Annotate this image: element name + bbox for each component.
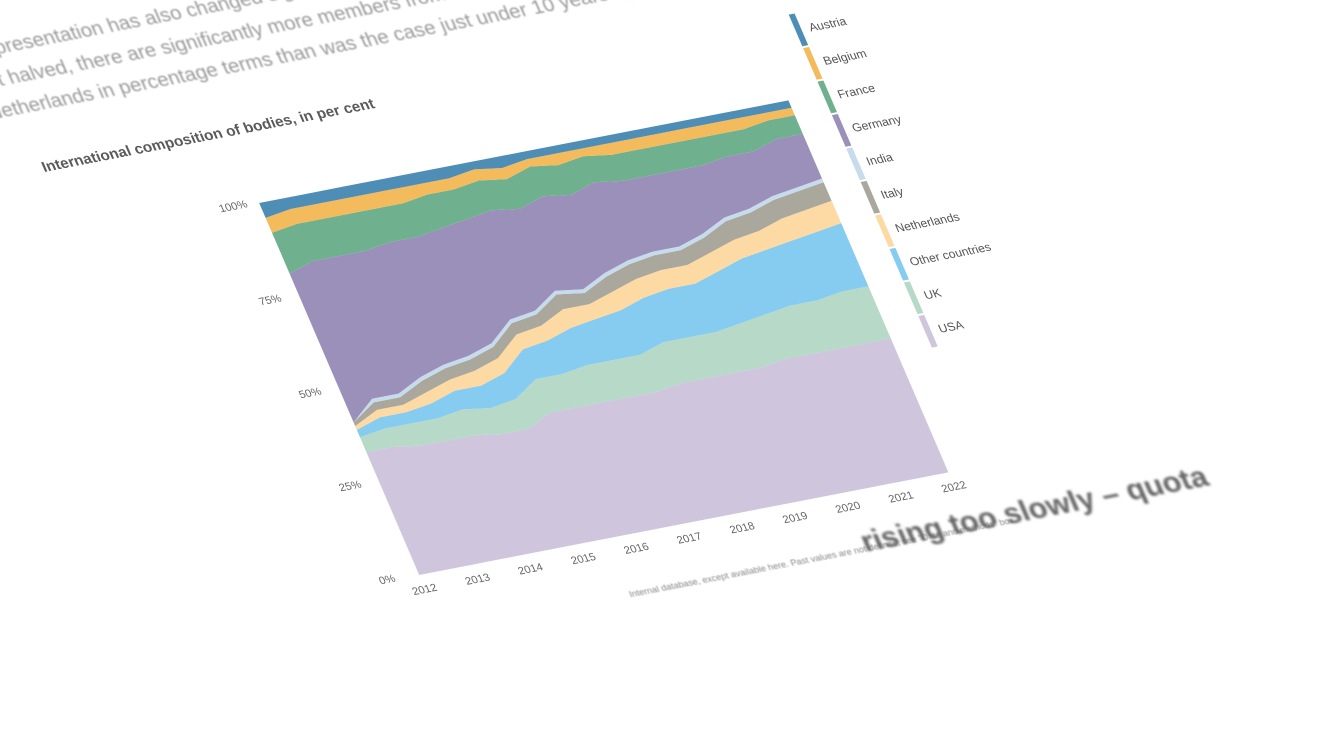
legend-label: Netherlands (892, 209, 962, 236)
stacked-area-chart (259, 100, 949, 575)
legend-label: USA (936, 317, 966, 336)
legend-label: India (864, 150, 896, 169)
area-italy (353, 182, 832, 427)
legend-label: Italy (878, 184, 906, 202)
legend-label: France (835, 81, 878, 102)
legend-label: Germany (849, 112, 904, 135)
area-other-countries (356, 223, 869, 438)
area-germany (289, 133, 822, 423)
legend-label: Austria (806, 14, 849, 35)
area-netherlands (355, 200, 842, 430)
legend-label: Belgium (820, 46, 869, 68)
legend-label: Other countries (907, 240, 994, 269)
area-belgium (265, 107, 795, 233)
article-scene: Country representation has also changed … (0, 0, 1213, 599)
area-uk (360, 286, 891, 453)
area-france (272, 115, 803, 274)
area-austria (259, 100, 792, 218)
area-usa (366, 338, 949, 575)
